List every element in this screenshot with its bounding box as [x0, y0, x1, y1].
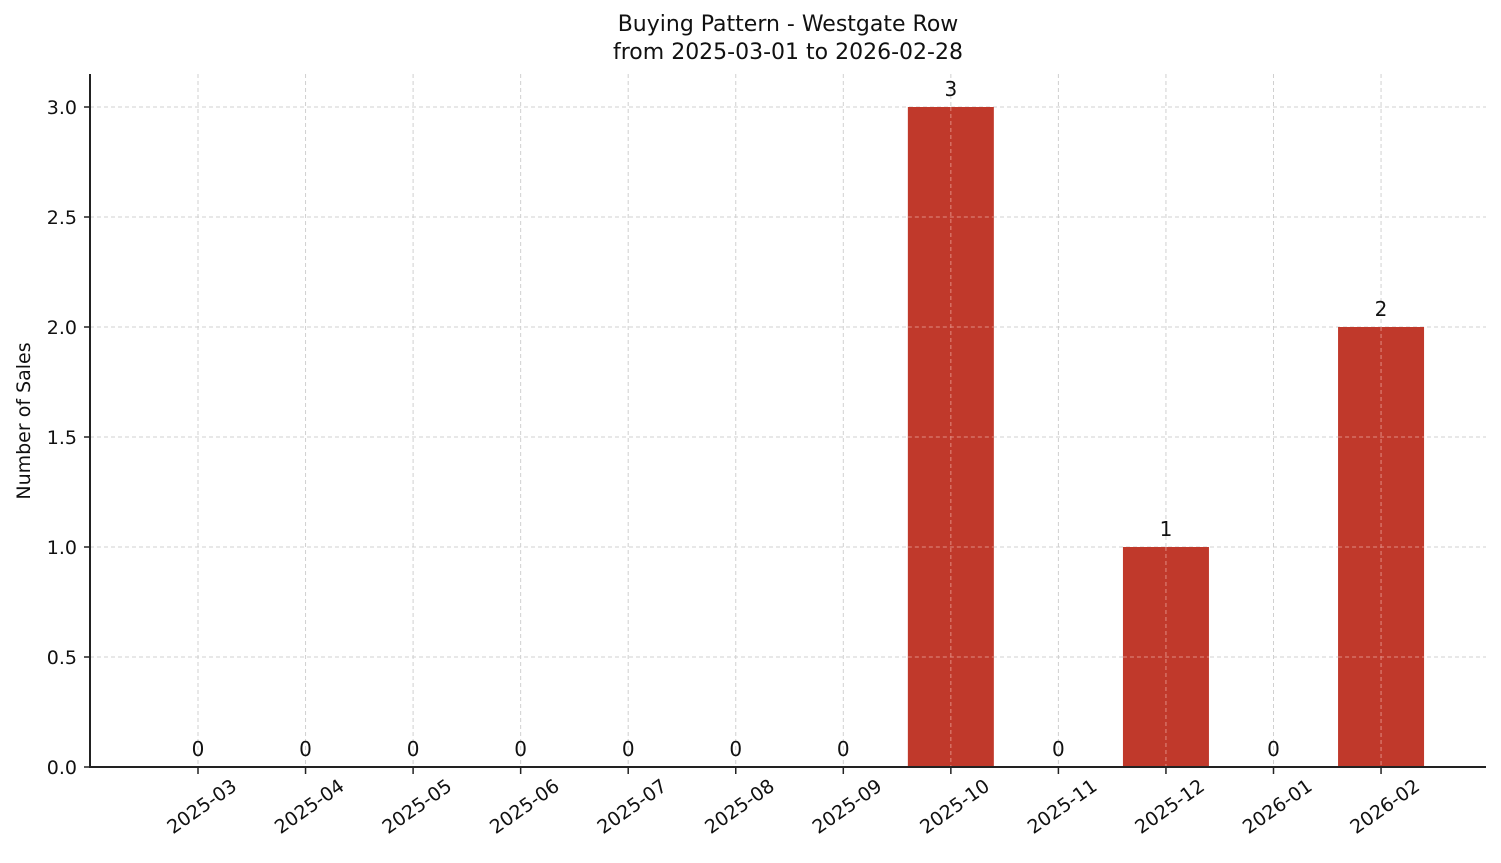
data-label: 0	[1267, 737, 1280, 761]
y-tick-label: 3.0	[47, 97, 77, 119]
data-label: 1	[1160, 517, 1173, 541]
x-tick-label: 2026-02	[1346, 775, 1424, 839]
x-tick-label: 2026-01	[1239, 775, 1317, 839]
x-tick-label: 2025-05	[378, 775, 456, 839]
axes: 0.0 0.5 1.0 1.5 2.0 2.5 3.0 2025-03 2025-04 2025-…	[47, 74, 1486, 839]
x-tick-label: 2025-07	[593, 775, 671, 839]
y-tick-label: 1.0	[47, 537, 77, 559]
data-label: 0	[1052, 737, 1065, 761]
y-tick-label: 0.0	[47, 757, 77, 779]
data-label: 0	[299, 737, 312, 761]
data-label: 0	[514, 737, 527, 761]
data-labels: 0 0 0 0 0 0 0 3 0 1 0 2	[192, 77, 1388, 761]
x-tick-label: 2025-12	[1131, 775, 1209, 839]
y-tick-label: 1.5	[47, 427, 77, 449]
bars	[907, 107, 1425, 767]
x-tick-label: 2025-03	[163, 775, 241, 839]
data-label: 0	[192, 737, 205, 761]
data-label: 0	[729, 737, 742, 761]
x-tick-label: 2025-08	[701, 775, 779, 839]
x-tick-label: 2025-09	[809, 775, 887, 839]
data-label: 0	[622, 737, 635, 761]
data-label: 3	[944, 77, 957, 101]
data-label: 0	[837, 737, 850, 761]
x-tick-label: 2025-04	[271, 775, 349, 839]
y-tick-label: 0.5	[47, 647, 77, 669]
grid-lines	[90, 74, 1486, 768]
x-tick-label: 2025-11	[1024, 775, 1102, 839]
y-tick-label: 2.5	[47, 207, 77, 229]
x-tick-label: 2025-06	[486, 775, 564, 839]
y-axis-label: Number of Sales	[13, 342, 35, 499]
x-tick-label: 2025-10	[916, 775, 994, 839]
chart-title: Buying Pattern - Westgate Row	[617, 12, 959, 37]
data-label: 0	[407, 737, 420, 761]
data-label: 2	[1375, 297, 1388, 321]
y-tick-label: 2.0	[47, 317, 77, 339]
chart-subtitle: from 2025-03-01 to 2026-02-28	[613, 40, 963, 65]
